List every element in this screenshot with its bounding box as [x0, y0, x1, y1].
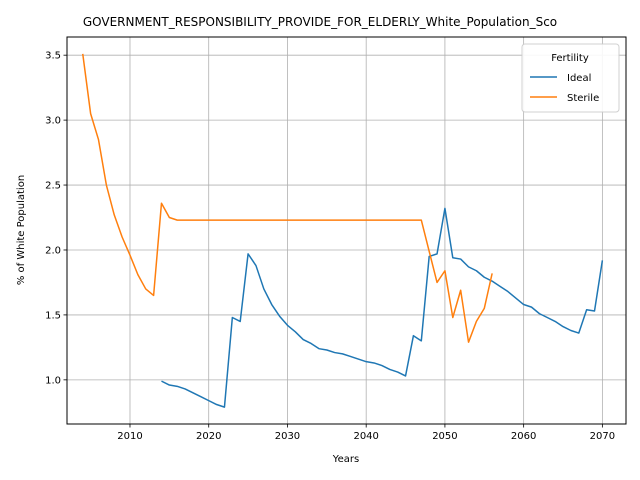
x-tick-label: 2060 — [511, 431, 536, 442]
x-tick-label: 2010 — [117, 431, 142, 442]
x-tick-label: 2040 — [353, 431, 378, 442]
chart-title: GOVERNMENT_RESPONSIBILITY_PROVIDE_FOR_EL… — [83, 15, 557, 29]
series-line-sterile — [82, 53, 493, 343]
x-tick-label: 2020 — [196, 431, 221, 442]
y-tick-label: 3.5 — [45, 51, 61, 62]
y-tick-label: 2.0 — [45, 245, 61, 256]
y-axis-label: % of White Population — [16, 175, 27, 285]
legend-box — [521, 43, 620, 113]
series-line-ideal — [161, 207, 604, 408]
x-tick-label: 2050 — [432, 431, 457, 442]
x-tick-label: 2070 — [590, 431, 615, 442]
x-axis: 2010 2020 2030 2040 2050 2060 2070 — [117, 424, 615, 442]
y-tick-label: 2.5 — [45, 181, 61, 192]
y-axis: 1.0 1.5 2.0 2.5 3.0 3.5 — [45, 51, 67, 386]
legend: Fertility Ideal Sterile — [521, 43, 620, 113]
plot-frame — [66, 36, 627, 425]
legend-label-ideal: Ideal — [567, 73, 591, 84]
legend-title: Fertility — [551, 53, 589, 64]
grid — [67, 37, 626, 424]
y-tick-label: 3.0 — [45, 116, 61, 127]
y-tick-label: 1.5 — [45, 310, 61, 321]
series-layer — [82, 53, 604, 408]
y-tick-label: 1.0 — [45, 375, 61, 386]
x-axis-label: Years — [332, 454, 359, 465]
x-tick-label: 2030 — [275, 431, 300, 442]
legend-label-sterile: Sterile — [567, 93, 599, 104]
